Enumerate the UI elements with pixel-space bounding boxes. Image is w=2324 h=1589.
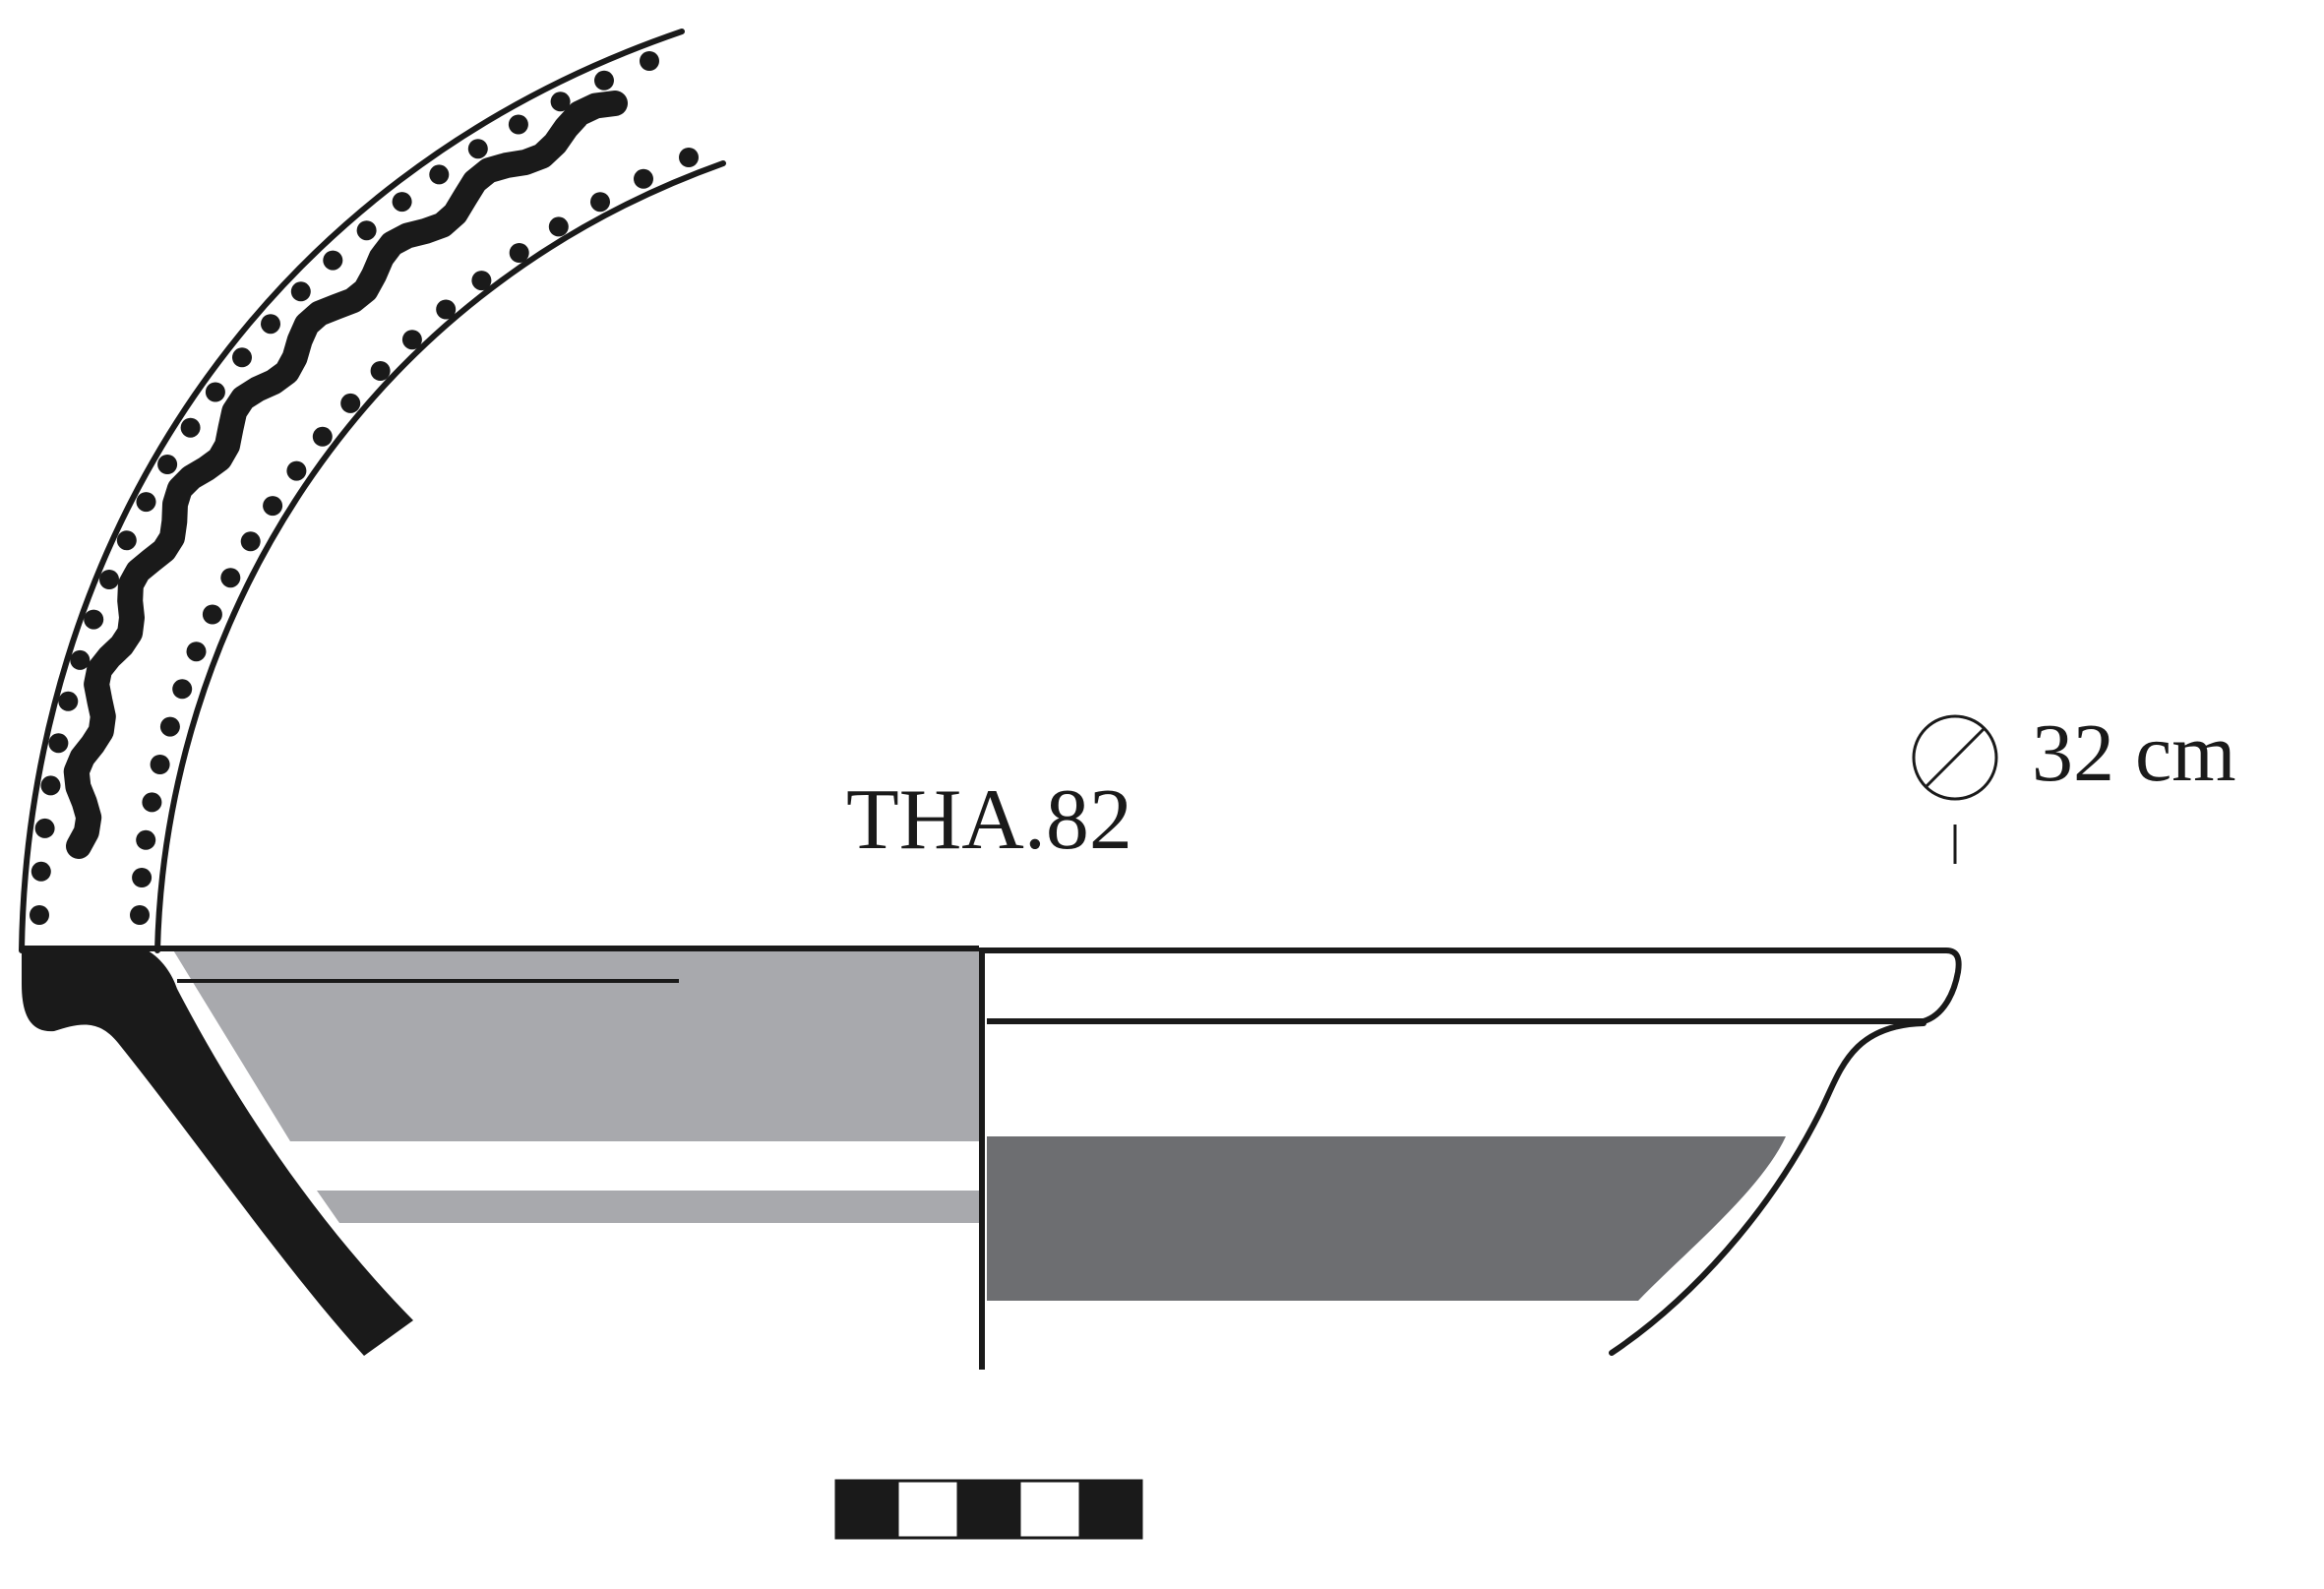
diameter-indicator: 32 cm <box>1912 707 2236 864</box>
decoration-dot <box>240 531 261 552</box>
decoration-dot <box>508 114 528 135</box>
diameter-value: 32 cm <box>2032 707 2236 799</box>
decoration-dot <box>159 716 180 737</box>
wavy-painted-band <box>63 91 628 859</box>
decoration-dot <box>48 733 69 754</box>
decoration-dot <box>640 51 659 71</box>
scale-bar <box>834 1479 1143 1540</box>
vessel-exterior <box>982 947 1962 1356</box>
scale-bar-segment <box>834 1479 899 1540</box>
scale-bar-segment <box>1078 1479 1143 1540</box>
diameter-icon-slash <box>1924 726 1987 789</box>
scale-bar-segment <box>1017 1479 1082 1540</box>
decoration-dot <box>180 417 201 438</box>
decoration-dot <box>116 530 137 551</box>
dot-row-outer <box>30 51 659 925</box>
decoration-dot <box>679 148 699 167</box>
decoration-dot <box>232 347 252 368</box>
decoration-dot <box>263 496 283 517</box>
catalog-number: THA.82 <box>846 772 1132 868</box>
decoration-dot <box>323 250 343 271</box>
interior-slip-area <box>172 948 979 1141</box>
decoration-dot <box>401 330 422 350</box>
decoration-dot <box>31 861 51 882</box>
decoration-dot <box>58 691 79 711</box>
decoration-dot <box>634 168 653 189</box>
exterior-rim-outline <box>982 947 1962 1024</box>
exterior-wall-outline <box>1609 1020 1926 1356</box>
vessel-profile <box>22 946 979 1356</box>
decoration-dot <box>202 604 222 625</box>
decoration-dot <box>136 492 156 513</box>
decoration-dot <box>548 216 569 237</box>
decoration-dot <box>70 649 91 670</box>
wall-section <box>22 950 413 1356</box>
rim-outer-curve <box>19 29 685 953</box>
decoration-dot <box>590 192 610 213</box>
decoration-dot <box>509 243 529 263</box>
scale-bar-segment <box>895 1479 960 1540</box>
rim-inner-curve <box>154 160 726 953</box>
decoration-dot <box>550 92 571 112</box>
decoration-dot <box>157 455 178 474</box>
decoration-dot <box>340 393 361 413</box>
decoration-dot <box>261 314 280 335</box>
decoration-dot <box>312 426 333 447</box>
decoration-dot <box>467 139 488 159</box>
dot-row-inner <box>130 148 699 925</box>
decoration-dot <box>130 905 150 925</box>
decoration-dot <box>471 271 492 291</box>
decoration-dot <box>392 192 412 213</box>
lower-gray-band <box>317 1191 979 1223</box>
decoration-dot <box>205 382 225 402</box>
decoration-dot <box>99 570 119 589</box>
rim-decoration <box>19 29 726 953</box>
decoration-dot <box>429 164 450 185</box>
decoration-dot <box>136 829 156 850</box>
decoration-dot <box>132 868 153 887</box>
decoration-dot <box>370 361 391 381</box>
decoration-dot <box>142 792 162 813</box>
decoration-dot <box>84 609 104 630</box>
decoration-dot <box>40 775 61 796</box>
decoration-dot <box>436 299 457 320</box>
decoration-dot <box>34 818 55 838</box>
diameter-icon <box>1912 714 1998 801</box>
decoration-dot <box>172 679 193 700</box>
decoration-dot <box>290 281 311 302</box>
reserved-band <box>287 1144 979 1189</box>
decoration-dot <box>30 905 49 925</box>
exterior-dark-band <box>987 1136 1786 1301</box>
decoration-dot <box>356 220 377 241</box>
scale-bar-segment <box>956 1479 1021 1540</box>
decoration-dot <box>150 755 170 774</box>
decoration-dot <box>220 568 241 588</box>
decoration-dot <box>186 642 207 662</box>
decoration-dot <box>594 70 614 91</box>
decoration-dot <box>286 460 307 481</box>
